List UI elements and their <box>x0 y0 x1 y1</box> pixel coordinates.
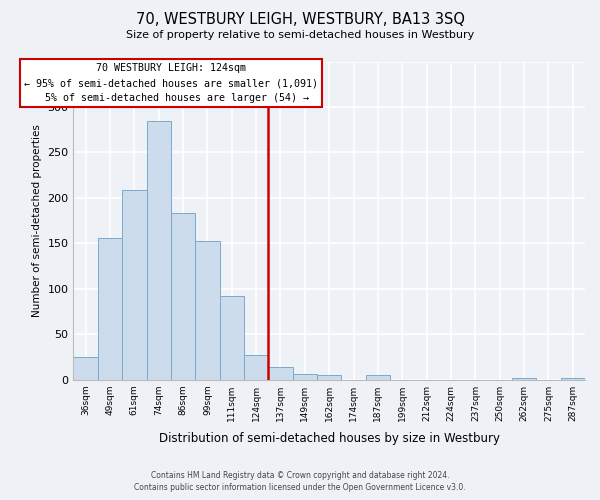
Text: 70, WESTBURY LEIGH, WESTBURY, BA13 3SQ: 70, WESTBURY LEIGH, WESTBURY, BA13 3SQ <box>136 12 464 28</box>
Y-axis label: Number of semi-detached properties: Number of semi-detached properties <box>32 124 42 317</box>
Bar <box>317 375 341 380</box>
Text: 70 WESTBURY LEIGH: 124sqm
← 95% of semi-detached houses are smaller (1,091)
  5%: 70 WESTBURY LEIGH: 124sqm ← 95% of semi-… <box>24 64 318 103</box>
Bar <box>220 296 244 380</box>
Bar <box>244 355 268 380</box>
Bar <box>512 378 536 380</box>
X-axis label: Distribution of semi-detached houses by size in Westbury: Distribution of semi-detached houses by … <box>159 432 500 445</box>
Bar <box>268 367 293 380</box>
Bar <box>146 120 171 380</box>
Bar <box>171 214 195 380</box>
Bar <box>73 357 98 380</box>
Bar <box>98 238 122 380</box>
Bar <box>366 375 390 380</box>
Bar <box>122 190 146 380</box>
Text: Size of property relative to semi-detached houses in Westbury: Size of property relative to semi-detach… <box>126 30 474 40</box>
Text: Contains HM Land Registry data © Crown copyright and database right 2024.
Contai: Contains HM Land Registry data © Crown c… <box>134 471 466 492</box>
Bar <box>195 242 220 380</box>
Bar <box>560 378 585 380</box>
Bar <box>293 374 317 380</box>
